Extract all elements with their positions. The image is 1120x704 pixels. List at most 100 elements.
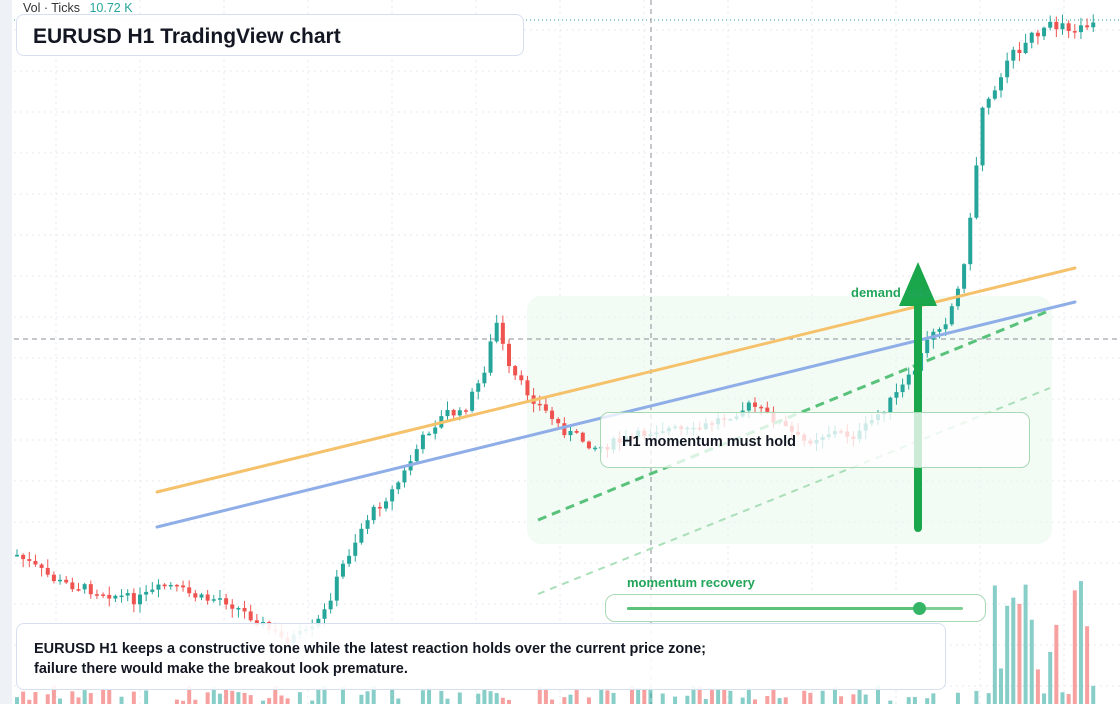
candle-body	[248, 611, 253, 621]
candle-body	[925, 339, 930, 354]
volume-bar	[82, 690, 87, 704]
volume-bar	[340, 686, 345, 704]
candle-body	[125, 593, 130, 596]
candle-body	[562, 423, 567, 436]
volume-bar	[888, 700, 893, 704]
volume-bar	[494, 693, 499, 704]
volume-bar	[1048, 651, 1053, 704]
volume-bar	[931, 693, 936, 704]
volume-bar	[101, 688, 106, 704]
volume-bar	[611, 692, 616, 704]
candle-body	[51, 574, 56, 582]
candle-body	[365, 520, 370, 529]
volume-bar	[193, 699, 198, 704]
candle-body	[144, 591, 149, 595]
candle-body	[962, 264, 967, 289]
volume-bar	[76, 697, 81, 704]
candle-body	[211, 599, 216, 601]
candle-body	[150, 589, 155, 592]
volume-bar	[1060, 692, 1065, 704]
volume-bar	[174, 699, 179, 704]
candle-body	[494, 322, 499, 342]
volume-bar	[660, 693, 665, 704]
volume-bar	[550, 699, 555, 704]
volume-bar	[740, 697, 745, 704]
candle-body	[1060, 23, 1065, 30]
candle-body	[27, 559, 32, 561]
volume-bar	[88, 693, 93, 704]
volume-bar	[746, 688, 751, 704]
volume-bar	[832, 687, 837, 704]
candle-body	[1042, 27, 1047, 37]
candle-body	[1048, 21, 1053, 28]
candle-body	[476, 383, 481, 392]
candle-body	[906, 374, 911, 385]
volume-bar	[857, 689, 862, 704]
volume-bar	[543, 688, 548, 704]
volume-bar	[396, 698, 401, 704]
volume-bar	[986, 693, 991, 704]
candle-body	[500, 322, 505, 344]
volume-bar	[1054, 624, 1059, 704]
volume-label: Vol · Ticks	[23, 1, 80, 15]
volume-bar	[45, 694, 50, 704]
candle-body	[113, 595, 118, 599]
volume-bar	[753, 699, 757, 704]
candle-body	[1029, 32, 1034, 43]
candle-body	[230, 604, 235, 609]
candle-body	[316, 618, 321, 627]
volume-value: 10.72 K	[89, 1, 133, 15]
momentum-hold-note: H1 momentum must hold	[600, 412, 1030, 468]
candle-body	[15, 554, 19, 557]
volume-bar	[445, 698, 450, 704]
candle-body	[205, 594, 210, 601]
volume-readout: Vol · Ticks 10.72 K	[23, 1, 133, 15]
volume-bar	[316, 689, 321, 704]
volume-bar	[119, 696, 124, 704]
volume-bar	[33, 692, 38, 704]
candle-body	[543, 404, 548, 411]
candle-body	[199, 594, 204, 598]
volume-bar	[359, 694, 364, 704]
summary-box: EURUSD H1 keeps a constructive tone whil…	[16, 623, 946, 690]
candle-body	[359, 528, 364, 543]
volume-bar	[642, 689, 647, 704]
candle-body	[525, 380, 530, 396]
candle-body	[76, 589, 81, 591]
volume-bar	[906, 697, 911, 704]
candle-body	[162, 584, 167, 587]
candle-body	[519, 375, 524, 381]
volume-bar	[371, 686, 376, 704]
volume-bar	[279, 695, 284, 704]
left-axis-strip	[0, 0, 12, 704]
demand-arrow-head	[899, 262, 937, 306]
volume-bar	[771, 688, 776, 704]
candle-body	[593, 447, 598, 450]
volume-bar	[297, 692, 302, 704]
volume-bar	[1005, 605, 1010, 704]
candle-body	[371, 506, 376, 521]
candle-body	[968, 217, 973, 265]
candle-body	[580, 432, 585, 442]
volume-bar	[217, 693, 222, 704]
volume-bar	[709, 689, 714, 704]
volume-bar	[1042, 693, 1047, 704]
volume-bar	[974, 690, 979, 704]
volume-bar	[1023, 584, 1028, 704]
candle-body	[58, 579, 63, 582]
candle-body	[347, 555, 352, 564]
candle-body	[765, 407, 770, 412]
candle-body	[1023, 42, 1028, 54]
volume-bar	[1017, 603, 1022, 704]
volume-bar	[691, 685, 696, 704]
candle-body	[1054, 21, 1059, 30]
candle-body	[568, 431, 573, 436]
momentum-fill	[627, 607, 920, 610]
candle-body	[900, 384, 905, 393]
momentum-knob	[913, 602, 927, 615]
candle-body	[888, 397, 893, 413]
candle-body	[156, 584, 161, 590]
volume-bar	[205, 692, 210, 704]
candle-body	[64, 579, 69, 583]
volume-bar	[236, 692, 241, 704]
